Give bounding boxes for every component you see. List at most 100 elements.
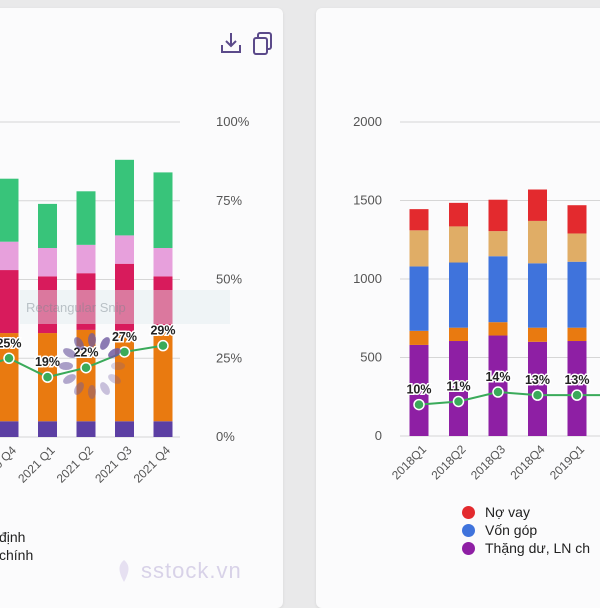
watermark: sstock.vn — [115, 558, 242, 584]
ratio-data-label: 19% — [35, 355, 60, 369]
bar-segment — [488, 335, 508, 436]
x-tick-label: 2021 Q3 — [92, 443, 135, 486]
spinner-dot — [63, 374, 76, 384]
bar-segment — [409, 209, 429, 231]
bar-segment — [0, 270, 19, 334]
bar-segment — [153, 329, 173, 422]
chart-card-right: 2000 1500 1000 500 0 2018Q1 2018Q2 2018Q3 2018Q4… — [316, 8, 600, 608]
bar-segment — [153, 172, 173, 248]
x-tick-label: 2018Q1 — [389, 442, 429, 482]
ratio-data-label: 25% — [0, 336, 22, 350]
x-tick-label: 2018Q3 — [468, 442, 508, 482]
legend-item[interactable]: Vốn góp — [462, 521, 590, 539]
bar-segment — [409, 266, 429, 331]
copy-icon[interactable] — [250, 30, 276, 56]
bar-segment — [115, 159, 134, 236]
bar-segment — [409, 344, 429, 436]
ratio-point — [492, 386, 504, 398]
bar-segment — [449, 202, 468, 227]
ratio-point — [41, 371, 54, 383]
bar-segment — [449, 341, 468, 436]
bar-segment — [153, 421, 173, 437]
bar-segment — [567, 327, 587, 342]
spinner-dot — [108, 374, 121, 384]
watermark-text: sstock.vn — [141, 558, 242, 583]
ratio-point — [452, 395, 465, 408]
legend-item[interactable]: Nợ vay — [462, 503, 590, 521]
x-tick-label: 2019Q1 — [547, 442, 587, 482]
bar-segment — [409, 230, 429, 267]
spinner-dot — [108, 348, 121, 358]
bar-segment — [76, 329, 96, 422]
bar-segment — [488, 231, 508, 257]
bar-segment — [528, 341, 547, 436]
legend-swatch — [462, 505, 475, 519]
bar-segment — [38, 203, 57, 248]
watermark-logo-icon — [119, 560, 129, 582]
x-tick-label: 2018Q4 — [508, 442, 548, 482]
x-tick-label: 0 Q4 — [0, 443, 19, 472]
bar-segment — [38, 248, 57, 277]
legend-label: chính — [0, 547, 34, 563]
legend-item[interactable]: chính — [0, 546, 33, 564]
download-icon[interactable] — [218, 30, 244, 56]
ratio-data-label: 11% — [446, 379, 470, 393]
bar-segment — [488, 256, 508, 323]
legend-label: Nợ vay — [485, 504, 530, 520]
bar-segment — [38, 421, 57, 437]
y-tick-label: 500 — [360, 350, 382, 365]
y-tick-label: 100% — [216, 114, 250, 129]
legend-label: Vốn góp — [485, 522, 538, 538]
x-tick-label: 2021 Q1 — [15, 443, 58, 486]
x-tick-label: 2021 Q4 — [131, 443, 174, 486]
spinner-dot — [100, 382, 110, 395]
bar-segment — [488, 199, 508, 232]
ratio-data-label: 13% — [525, 373, 550, 387]
ratio-point — [531, 389, 544, 401]
ratio-point — [157, 339, 169, 352]
legend-right: Nợ vay Vốn góp Thặng dư, LN ch — [462, 503, 590, 557]
bar-segment — [528, 189, 547, 221]
legend-item[interactable]: Thặng dư, LN ch — [462, 539, 590, 557]
rectangular-snip-overlay[interactable]: Rectangular Snip — [20, 290, 230, 324]
snip-label: Rectangular Snip — [26, 299, 126, 315]
bar-segment — [76, 273, 96, 330]
legend-item[interactable]: định — [0, 528, 33, 546]
bar-segment — [449, 262, 468, 328]
ratio-data-label: 29% — [150, 324, 175, 338]
bar-segment — [0, 421, 19, 437]
spinner-dot — [88, 385, 96, 399]
bar-segment — [76, 191, 96, 245]
ratio-data-label: 14% — [485, 370, 510, 384]
bar-segment — [567, 261, 587, 328]
legend-swatch — [462, 523, 475, 537]
ratio-point — [3, 352, 15, 364]
bar-segment — [0, 241, 19, 271]
y-tick-label: 0% — [216, 429, 235, 444]
legend-left: định chính — [0, 528, 33, 564]
chart-card-left: 100% 75% 50% 25% 0% 0 Q4 2021 Q1 2021 Q2 2021 Q3… — [0, 8, 283, 608]
bar-segment — [38, 276, 57, 334]
ratio-data-label: 27% — [112, 330, 137, 344]
bar-segment — [449, 327, 468, 342]
bar-segment — [488, 322, 508, 336]
bar-segment — [567, 205, 587, 234]
bar-segment — [115, 263, 134, 334]
legend-label: Thặng dư, LN ch — [485, 540, 591, 556]
y-tick-label: 0 — [375, 428, 382, 443]
spinner-dot — [74, 337, 84, 350]
legend-label: định — [0, 529, 26, 545]
ratio-data-label: 10% — [406, 383, 431, 397]
y-tick-label: 75% — [216, 193, 242, 208]
ratio-point — [80, 361, 92, 374]
bar-segment — [528, 220, 547, 264]
x-tick-label: 2018Q2 — [429, 442, 469, 482]
bar-segment — [153, 276, 173, 330]
spinner-dot — [63, 348, 76, 358]
bar-segment — [115, 235, 134, 264]
bar-segment — [567, 341, 587, 436]
y-tick-label: 50% — [216, 272, 242, 287]
bar-segment — [153, 248, 173, 277]
loading-spinner-icon — [59, 333, 125, 399]
